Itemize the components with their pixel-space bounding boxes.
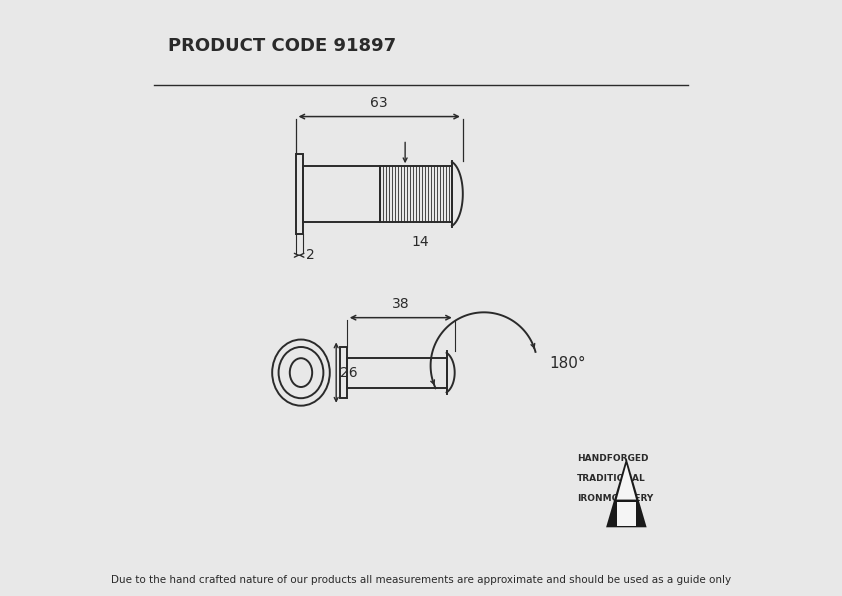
Text: IRONMONGERY: IRONMONGERY: [577, 494, 653, 503]
Text: HANDFORGED: HANDFORGED: [577, 454, 648, 462]
Text: Due to the hand crafted nature of our products all measurements are approximate : Due to the hand crafted nature of our pr…: [111, 575, 731, 585]
Bar: [340, 347, 347, 398]
Text: 2: 2: [306, 249, 315, 262]
Bar: [296, 154, 302, 234]
Text: TRADITIONAL: TRADITIONAL: [577, 474, 646, 483]
Polygon shape: [616, 464, 636, 499]
Text: 180°: 180°: [549, 355, 586, 371]
Text: 63: 63: [370, 96, 388, 110]
Bar: [302, 166, 380, 222]
Polygon shape: [606, 458, 647, 527]
Text: 14: 14: [412, 235, 429, 249]
Text: 38: 38: [392, 297, 409, 311]
Text: PRODUCT CODE 91897: PRODUCT CODE 91897: [168, 36, 396, 55]
Polygon shape: [616, 502, 636, 526]
Bar: [347, 358, 446, 387]
Bar: [380, 166, 452, 222]
Text: 26: 26: [340, 365, 358, 380]
